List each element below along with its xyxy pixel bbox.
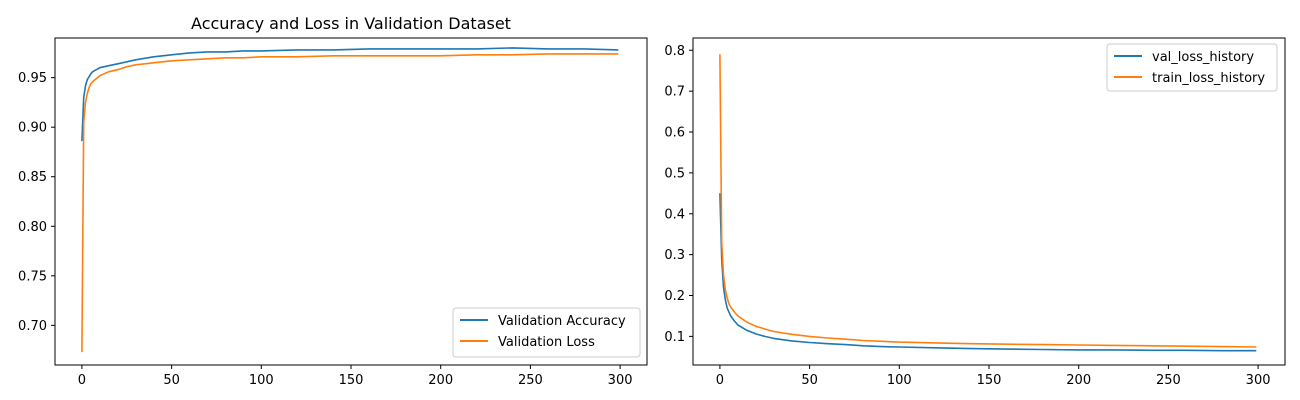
y-tick-label: 0.85: [18, 170, 47, 185]
y-tick-label: 0.70: [18, 319, 47, 334]
x-tick-label: 100: [249, 373, 274, 388]
y-tick-label: 0.6: [664, 126, 685, 141]
accuracy-loss-chart: Accuracy and Loss in Validation Dataset …: [18, 14, 648, 388]
x-tick-label: 300: [608, 373, 633, 388]
series-line-val-loss-history: [719, 193, 1257, 352]
legend: val_loss_history train_loss_history: [1106, 43, 1278, 92]
y-tick-label: 0.7: [664, 85, 685, 100]
legend: Validation Accuracy Validation Loss: [452, 307, 641, 358]
y-axis: 0.1 0.2 0.3 0.4 0.5 0.6 0.7 0.8: [664, 44, 693, 345]
loss-history-chart: 0 50 100 150 200 250 300 0.1 0.2 0.3 0.4 0.5 0.6 0.7…: [664, 37, 1286, 388]
x-tick-label: 300: [1246, 373, 1271, 388]
y-tick-label: 0.80: [18, 220, 47, 235]
x-tick-label: 0: [716, 373, 724, 388]
legend-label-validation-loss: Validation Loss: [498, 335, 595, 350]
chart-title: Accuracy and Loss in Validation Dataset: [191, 14, 511, 33]
x-tick-label: 50: [801, 373, 818, 388]
x-tick-label: 150: [977, 373, 1002, 388]
x-tick-label: 200: [428, 373, 453, 388]
x-tick-label: 150: [339, 373, 364, 388]
x-axis: 0 50 100 150 200 250 300: [716, 365, 1271, 388]
y-tick-label: 0.1: [664, 330, 685, 345]
x-axis: 0 50 100 150 200 250 300: [78, 365, 633, 388]
x-tick-label: 50: [163, 373, 180, 388]
x-tick-label: 0: [78, 373, 86, 388]
x-tick-label: 200: [1066, 373, 1091, 388]
plot-area: [81, 47, 619, 353]
legend-label-val-loss-history: val_loss_history: [1152, 50, 1254, 65]
y-tick-label: 0.4: [664, 207, 685, 222]
y-tick-label: 0.8: [664, 44, 685, 59]
y-tick-label: 0.2: [664, 289, 685, 304]
series-line-train-loss-history: [719, 54, 1257, 348]
legend-box: [1106, 43, 1278, 92]
legend-label-train-loss-history: train_loss_history: [1152, 71, 1265, 86]
x-tick-label: 100: [887, 373, 912, 388]
legend-box: [452, 307, 641, 358]
x-tick-label: 250: [518, 373, 543, 388]
y-tick-label: 0.3: [664, 248, 685, 263]
y-tick-label: 0.75: [18, 269, 47, 284]
series-line-validation-accuracy: [81, 47, 619, 142]
y-tick-label: 0.90: [18, 121, 47, 136]
series-line-validation-loss: [81, 53, 619, 353]
y-axis: 0.70 0.75 0.80 0.85 0.90 0.95: [18, 71, 55, 334]
y-tick-label: 0.95: [18, 71, 47, 86]
plot-area: [719, 54, 1257, 352]
x-tick-label: 250: [1156, 373, 1181, 388]
legend-label-validation-accuracy: Validation Accuracy: [498, 314, 626, 329]
y-tick-label: 0.5: [664, 166, 685, 181]
